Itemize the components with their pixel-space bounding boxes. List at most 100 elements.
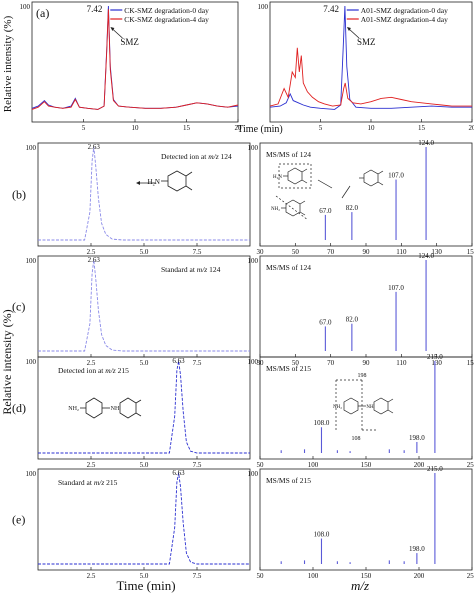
panel-annotation: MS/MS of 215 [266, 364, 311, 373]
panel-label: (c) [12, 300, 25, 314]
x-tick-label: 130 [431, 359, 442, 367]
x-tick-label: 250 [467, 572, 474, 580]
x-tick-label: 90 [363, 248, 371, 256]
structure-d-ms-fragment-198: 198 [358, 373, 367, 379]
x-tick-label: 150 [361, 461, 372, 469]
x-tick-label: 5.0 [140, 359, 149, 367]
panel-e1-chromatogram: 100 2.5 5.0 7.5 (e) 6.63 Standard at m/z 215 [12, 468, 251, 580]
x-tick-label: 20 [469, 124, 474, 132]
x-tick-label: 100 [308, 461, 319, 469]
panel-d1-chromatogram: 100 2.5 5.0 7.5 (d) 6.63 Detected ion at m/z 2… [12, 356, 251, 469]
arrowhead-icon [346, 27, 351, 31]
x-tick-label: 5 [319, 124, 323, 132]
panel-label: (e) [12, 513, 25, 527]
structure-b-ms-upper-amine: H₂N [273, 175, 282, 180]
panel-annotation: Detected ion at m/z 124 [161, 152, 232, 161]
series-line-0 [38, 146, 250, 241]
series-line-1 [31, 9, 239, 110]
x-tick-label: 7.5 [193, 248, 202, 256]
smz-annotation: SMZ [120, 37, 139, 47]
x-tick-label: 70 [327, 359, 335, 367]
legend-entry: A01-SMZ degradation-4 day [361, 15, 448, 24]
y-tick-label-100: 100 [20, 3, 31, 11]
x-tick-label: 150 [467, 248, 474, 256]
x-tick-label: 15 [183, 124, 191, 132]
panel-label: (d) [12, 401, 26, 415]
x-tick-label: 7.5 [193, 572, 202, 580]
panel-a1-chromatogram: 100 5 10 15 20 (a) CK-SMZ degradation-0 dayCK-… [20, 1, 243, 132]
x-tick-label: 10 [132, 124, 140, 132]
structure-d-ms-fragment-108: 108 [352, 436, 361, 442]
panel-c1-chromatogram: 100 2.5 5.0 7.5 (c) 2.63 Standard at m/z 124 [12, 255, 251, 367]
x-tick-label: 2.5 [87, 248, 96, 256]
y-tick-label-100: 100 [248, 470, 259, 478]
series-line-0 [38, 259, 250, 352]
x-tick-label: 7.5 [193, 359, 202, 367]
x-tick-label: 110 [396, 248, 407, 256]
panel-label: (a) [36, 6, 49, 20]
x-tick-label: 5.0 [140, 572, 149, 580]
x-tick-label: 200 [414, 461, 425, 469]
y-tick-label-100: 100 [26, 144, 37, 152]
legend-entry: CK-SMZ degradation-4 day [124, 15, 209, 24]
peak-label: 2.63 [88, 143, 101, 151]
xlabel-bottom-left: Time (min) [116, 578, 175, 593]
panel-annotation: MS/MS of 124 [266, 263, 311, 272]
peak-label: 215.0 [427, 465, 443, 473]
panel-annotation: Standard at m/z 124 [161, 265, 221, 274]
panel-annotation: MS/MS of 124 [266, 150, 311, 159]
x-tick-label: 2.5 [87, 461, 96, 469]
peak-label: 108.0 [314, 531, 330, 539]
arrowhead-icon [110, 27, 115, 31]
x-tick-label: 10 [368, 124, 376, 132]
y-tick-label-100: 100 [26, 470, 37, 478]
x-tick-label: 30 [257, 248, 265, 256]
x-tick-label: 20 [235, 124, 243, 132]
peak-label: 6.63 [172, 469, 185, 477]
x-tick-label: 90 [363, 359, 371, 367]
ylabel-bottom: Relative intensity (%) [0, 309, 14, 414]
peak-label: 6.63 [172, 357, 185, 365]
y-tick-label-100: 100 [248, 144, 259, 152]
x-tick-label: 50 [292, 248, 300, 256]
structure-d-main-amine: NH₂ [68, 406, 79, 412]
arrowhead-icon [136, 181, 140, 185]
structure-b-ms-lower-amine: NH₂ [271, 207, 280, 212]
x-tick-label: 5.0 [140, 248, 149, 256]
peak-label: 107.0 [388, 172, 404, 180]
series-line-0 [269, 5, 472, 110]
xlabel-top: Time (min) [237, 124, 282, 135]
x-tick-label: 2.5 [87, 359, 96, 367]
xlabel-bottom-right: m/z [351, 578, 369, 593]
peak-label: 67.0 [319, 207, 332, 215]
peak-label: 2.63 [88, 256, 101, 264]
series-line-0 [38, 360, 250, 454]
x-tick-label: 50 [257, 572, 265, 580]
legend-entry: A01-SMZ degradation-0 day [361, 6, 448, 15]
structure-fragment-upper-icon [278, 163, 312, 189]
panel-a2-chromatogram: 100 5 10 15 20 A01-SMZ degradation-0 dayA01-S… [258, 1, 474, 132]
x-tick-label: 70 [327, 248, 335, 256]
structure-d-main-link: NH [111, 406, 120, 412]
x-tick-label: 110 [396, 359, 407, 367]
structure-d-ms-link: NH [366, 405, 374, 410]
x-tick-label: 15 [418, 124, 426, 132]
peak-label: 82.0 [346, 316, 359, 324]
peak-label: 82.0 [346, 204, 359, 212]
x-tick-label: 250 [467, 461, 474, 469]
legend-entry: CK-SMZ degradation-0 day [124, 6, 209, 15]
peak-label: 198.0 [409, 434, 425, 442]
panel-b2-msms-spectrum: 100 30 50 70 90 110 130 150 67.0 82.0 107.0 124.0 MS… [248, 139, 474, 256]
x-tick-label: 150 [467, 359, 474, 367]
panel-annotation: Detected ion at m/z 215 [58, 366, 129, 375]
y-tick-label-100: 100 [26, 257, 37, 265]
structure-smz-fragment-icon [80, 397, 142, 419]
x-tick-label: 50 [292, 359, 300, 367]
peak-label: 124.0 [418, 139, 434, 147]
y-tick-label-100: 100 [258, 3, 269, 11]
x-tick-label: 200 [414, 572, 425, 580]
peak-label: 7.42 [87, 4, 103, 14]
ylabel-top: Relative intensity (%) [2, 15, 14, 112]
peak-label: 198.0 [409, 545, 425, 553]
